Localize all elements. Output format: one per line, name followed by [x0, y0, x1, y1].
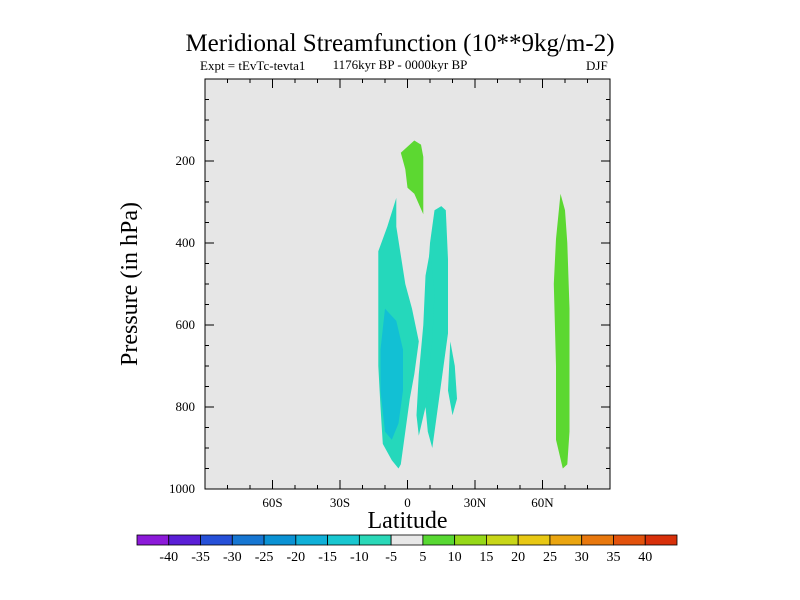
experiment-label: Expt = tEvTc-tevta1 [200, 58, 306, 73]
colorbar-swatch [613, 534, 646, 546]
colorbar-swatch [549, 534, 583, 546]
colorbar-swatch [200, 534, 233, 546]
colorbar-swatch [517, 534, 551, 546]
colorbar-swatch [231, 534, 265, 546]
colorbar-swatch [168, 534, 201, 546]
y-tick-label: 400 [176, 235, 196, 250]
colorbar-label: 10 [448, 550, 462, 565]
contour-region-7 [553, 193, 570, 469]
x-axis-label: Latitude [368, 508, 448, 534]
contour-region-4 [416, 251, 435, 436]
contour-region-5 [448, 341, 457, 416]
colorbar-label: -20 [286, 550, 305, 565]
y-tick-label: 1000 [169, 481, 195, 496]
colorbar-label: 40 [638, 550, 652, 565]
colorbar-label: 5 [419, 550, 426, 565]
colorbar-label: 20 [511, 550, 525, 565]
colorbar-label: -10 [350, 550, 369, 565]
colorbar-swatch [644, 534, 678, 546]
colorbar-swatch [486, 534, 519, 546]
colorbar-label: 15 [479, 550, 493, 565]
x-tick-label: 30S [330, 495, 350, 510]
y-axis-label: Pressure (in hPa) [117, 202, 143, 366]
x-tick-label: 0 [404, 495, 411, 510]
colorbar-swatch [327, 534, 360, 546]
colorbar-swatch [358, 534, 392, 546]
y-tick-label: 600 [176, 317, 196, 332]
colorbar-swatch [581, 534, 614, 546]
colorbar-swatch [295, 534, 328, 546]
colorbar-label: 25 [543, 550, 557, 565]
colorbar-label: 35 [606, 550, 620, 565]
colorbar-label: -25 [255, 550, 274, 565]
season-label: DJF [586, 58, 608, 73]
colorbar-label: -15 [318, 550, 337, 565]
colorbar-label: -35 [191, 550, 210, 565]
colorbar-swatch [422, 534, 456, 546]
colorbar-swatch [263, 534, 297, 546]
contour-region-6 [380, 308, 403, 440]
time-range-label: 1176kyr BP - 0000kyr BP [332, 57, 468, 72]
colorbar-swatch [390, 534, 424, 546]
colorbar-label: -5 [385, 550, 397, 565]
plot-area [205, 79, 610, 489]
colorbar-label: 30 [575, 550, 589, 565]
colorbar-label: -40 [159, 550, 178, 565]
colorbar-label: -30 [223, 550, 242, 565]
x-tick-label: 30N [464, 495, 487, 510]
colorbar-swatch [136, 534, 170, 546]
chart-title: Meridional Streamfunction (10**9kg/m-2) [185, 30, 615, 57]
x-tick-label: 60N [531, 495, 554, 510]
contour-region-1 [400, 140, 424, 215]
x-tick-label: 60S [262, 495, 282, 510]
colorbar-swatch [454, 534, 487, 546]
y-tick-label: 800 [176, 399, 196, 414]
y-tick-label: 200 [176, 153, 196, 168]
